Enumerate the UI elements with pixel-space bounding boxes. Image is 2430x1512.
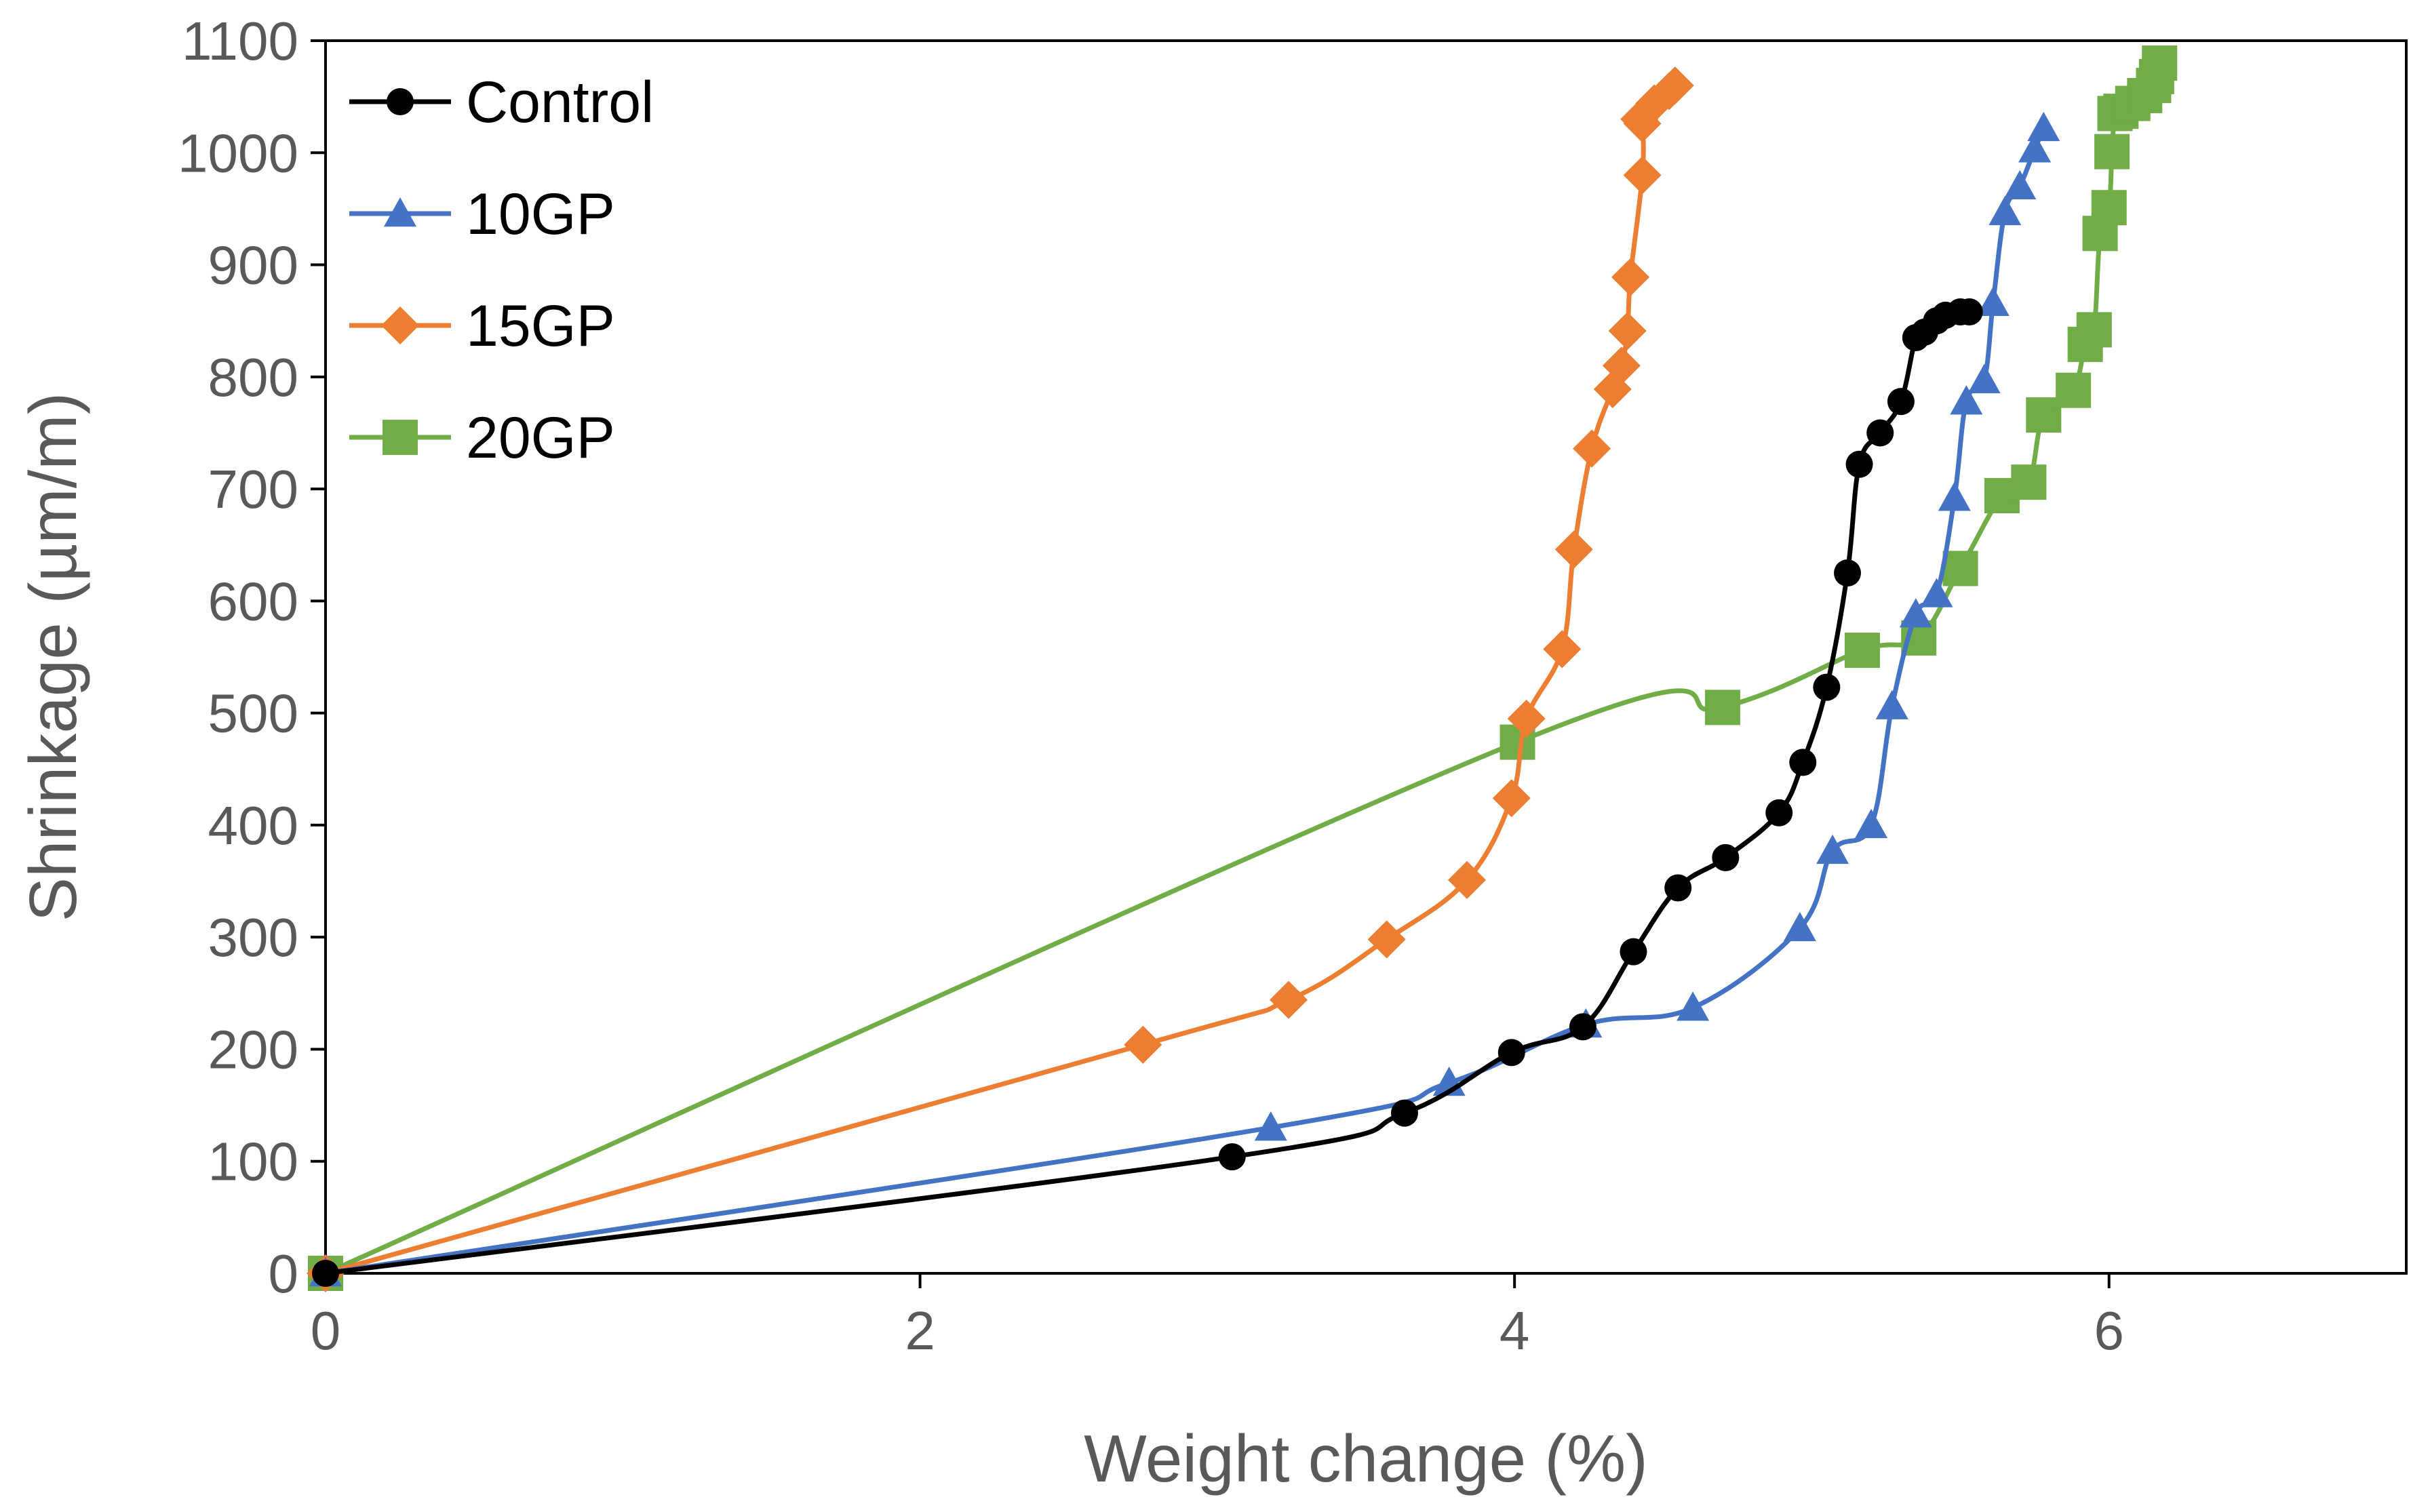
data-point-15gp (1492, 779, 1531, 818)
data-point-control (1218, 1143, 1246, 1171)
data-point-10gp (1967, 363, 2001, 393)
data-point-control (1712, 843, 1740, 871)
data-point-control (1845, 450, 1873, 478)
data-point-10gp (2018, 133, 2052, 163)
y-tick-label: 500 (208, 683, 298, 744)
y-tick-label: 0 (269, 1244, 299, 1304)
data-point-10gp (1920, 578, 1953, 608)
data-point-20gp (1704, 690, 1740, 725)
data-point-control (1887, 388, 1915, 416)
data-point-control (1955, 298, 1983, 325)
x-tick-label: 2 (905, 1300, 935, 1361)
legend-label-15gp: 15GP (466, 294, 615, 359)
series-15gp (307, 66, 1694, 1292)
y-axis-ticks: 0 100 200 300 400 500 600 700 800 900 1000 1100 (178, 11, 326, 1304)
legend: Control 10GP 15GP 20GP (349, 70, 654, 471)
data-point-control (1789, 749, 1817, 776)
legend-label-control: Control (466, 70, 654, 135)
data-point-10gp (2027, 111, 2060, 142)
data-point-control (1834, 559, 1862, 587)
legend-entry-20gp: 20GP (349, 405, 615, 471)
series-layer (307, 45, 2178, 1292)
data-point-10gp (1988, 195, 2022, 226)
x-tick-label: 6 (2094, 1300, 2124, 1361)
legend-marker-20gp (383, 420, 418, 455)
data-point-10gp (1855, 808, 1888, 839)
legend-entry-15gp: 15GP (349, 294, 615, 359)
data-point-control (1866, 419, 1894, 447)
data-point-20gp (2011, 464, 2047, 500)
series-20gp (308, 45, 2178, 1291)
data-point-15gp (1270, 980, 1308, 1019)
data-point-15gp (1573, 429, 1611, 468)
data-point-10gp (1816, 834, 1849, 864)
legend-label-10gp: 10GP (466, 182, 615, 247)
y-axis-title: Shrinkage (µm/m) (16, 393, 90, 922)
data-point-10gp (1783, 911, 1816, 942)
data-point-15gp (1507, 699, 1546, 738)
data-point-10gp (1875, 690, 1908, 719)
y-tick-label: 100 (208, 1132, 298, 1192)
data-point-15gp (1611, 258, 1650, 296)
y-tick-label: 300 (208, 907, 298, 968)
y-tick-label: 1000 (178, 123, 298, 183)
data-point-control (1620, 938, 1647, 966)
legend-marker-10gp (384, 197, 416, 227)
legend-entry-control: Control (349, 70, 654, 135)
data-point-15gp (1608, 312, 1647, 351)
data-point-20gp (2056, 372, 2092, 408)
data-point-20gp (2091, 190, 2127, 226)
data-point-control (1664, 874, 1692, 902)
data-point-control (1569, 1013, 1596, 1041)
y-tick-label: 700 (208, 459, 298, 519)
data-point-10gp (1677, 991, 1710, 1021)
x-tick-label: 0 (311, 1300, 341, 1361)
data-point-10gp (1976, 286, 2010, 316)
legend-marker-15gp (381, 306, 419, 344)
data-point-control (1390, 1099, 1418, 1127)
x-tick-label: 4 (1500, 1300, 1530, 1361)
data-point-20gp (2094, 134, 2130, 170)
data-point-10gp (1254, 1111, 1287, 1141)
data-point-15gp (1554, 530, 1593, 569)
data-point-15gp (1124, 1025, 1162, 1064)
data-point-10gp (1938, 481, 1971, 511)
y-tick-label: 400 (208, 795, 298, 856)
data-point-10gp (1899, 598, 1932, 628)
y-tick-label: 1100 (182, 11, 298, 71)
y-tick-label: 800 (208, 347, 298, 407)
series-control (312, 298, 1983, 1287)
data-point-20gp (1844, 633, 1880, 669)
data-point-20gp (2026, 397, 2062, 433)
data-point-15gp (1543, 630, 1582, 669)
data-point-15gp (1448, 860, 1487, 899)
legend-marker-control (387, 88, 414, 115)
data-point-15gp (1623, 156, 1662, 195)
legend-entry-10gp: 10GP (349, 182, 615, 247)
data-point-20gp (2076, 312, 2112, 348)
data-point-control (1497, 1039, 1525, 1067)
plot-area-frame (324, 39, 2408, 1275)
data-point-control (1813, 673, 1841, 701)
x-axis-title: Weight change (%) (1084, 1421, 1648, 1496)
data-point-control (312, 1260, 339, 1287)
y-tick-label: 900 (208, 235, 298, 296)
data-point-20gp (2142, 45, 2178, 81)
y-tick-label: 600 (208, 571, 298, 631)
legend-label-20gp: 20GP (466, 405, 615, 471)
y-tick-label: 200 (208, 1019, 298, 1079)
data-point-10gp (2003, 170, 2037, 200)
data-point-10gp (1950, 385, 1983, 415)
data-point-20gp (1942, 551, 1978, 586)
data-point-15gp (1602, 346, 1641, 385)
data-point-15gp (1367, 920, 1406, 959)
x-axis-ticks: 0 2 4 6 (311, 1273, 2124, 1361)
data-point-15gp (1655, 66, 1694, 105)
data-point-control (1765, 799, 1793, 827)
